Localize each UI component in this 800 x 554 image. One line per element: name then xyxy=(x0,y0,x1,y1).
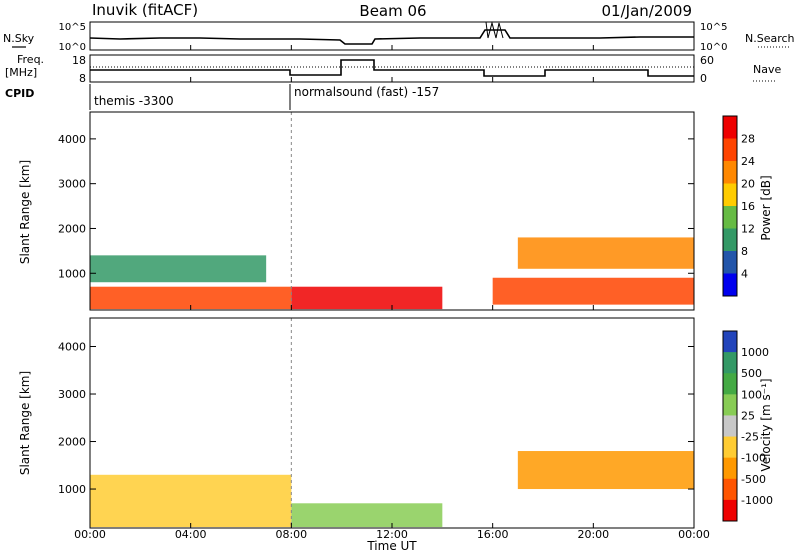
x-tick-label: 00:00 xyxy=(74,528,106,541)
power-colorbar-swatch xyxy=(723,116,737,139)
freq-tick-top: 18 xyxy=(72,54,86,67)
cpid-row: CPID themis -3300 normalsound (fast) -15… xyxy=(5,84,439,110)
power-y-tick-label: 1000 xyxy=(58,267,86,280)
velocity-colorbar: 1000 500 100 25 -25 -100 -500 -1000 xyxy=(722,330,773,522)
cpid-segment-2: normalsound (fast) -157 xyxy=(294,85,439,99)
nave-tick-top: 60 xyxy=(700,54,714,67)
nsky-panel: N.Sky 10^5 10^0 N.Search 10^5 10^0 xyxy=(3,21,795,53)
freq-unit-label: [MHz] xyxy=(5,66,37,79)
power-colorbar-swatch xyxy=(723,183,737,207)
power-echo-region xyxy=(291,286,443,310)
freq-panel: Freq. [MHz] 18 8 60 0 Nave xyxy=(5,53,781,85)
velocity-colorbar-tick: 500 xyxy=(741,367,762,380)
cpid-label: CPID xyxy=(5,87,34,100)
power-colorbar-tick: 8 xyxy=(741,245,748,258)
power-y-tick-label: 3000 xyxy=(58,178,86,191)
power-echo-region xyxy=(90,286,292,310)
velocity-colorbar-tick: 25 xyxy=(741,409,755,422)
nsky-tick-top: 10^5 xyxy=(59,22,86,33)
velocity-colorbar-swatch xyxy=(723,331,737,353)
velocity-colorbar-label: Velocity [m s⁻¹] xyxy=(759,378,773,471)
velocity-colorbar-swatch xyxy=(723,436,737,459)
power-colorbar-tick: 4 xyxy=(741,268,748,281)
date-title: 01/Jan/2009 xyxy=(602,2,693,20)
power-y-tick-label: 4000 xyxy=(58,133,86,146)
power-echo-region xyxy=(492,277,694,305)
freq-tick-bottom: 8 xyxy=(79,72,86,85)
x-tick-label: 12:00 xyxy=(376,528,408,541)
x-tick-label: 08:00 xyxy=(275,528,307,541)
velocity-colorbar-swatch xyxy=(723,499,737,522)
velocity-colorbar-tick: -1000 xyxy=(741,494,773,507)
velocity-colorbar-swatch xyxy=(723,415,737,438)
nsearch-tick-top: 10^5 xyxy=(700,22,727,33)
power-colorbar-swatch xyxy=(723,228,737,252)
power-colorbar-swatch xyxy=(723,161,737,184)
power-colorbar-tick: 20 xyxy=(741,178,755,191)
velocity-colorbar-tick: -100 xyxy=(741,452,766,465)
velocity-echo-region xyxy=(90,474,292,528)
nsearch-tick-bottom: 10^0 xyxy=(700,42,727,53)
velocity-y-tick-label: 2000 xyxy=(58,436,86,449)
power-echo-region xyxy=(517,237,694,269)
velocity-echo-region xyxy=(517,451,694,490)
nsky-tick-bottom: 10^0 xyxy=(59,42,86,53)
power-y-tick-label: 2000 xyxy=(58,222,86,235)
x-axis-label: Time UT xyxy=(366,539,417,553)
velocity-panel: 1000 2000 3000 4000 Slant Range [km] 1000 50… xyxy=(18,317,773,529)
power-colorbar-tick: 12 xyxy=(741,223,755,236)
power-colorbar: 28 24 20 16 12 8 4 xyxy=(722,115,755,297)
power-y-label: Slant Range [km] xyxy=(18,160,32,264)
x-tick-label: 16:00 xyxy=(477,528,509,541)
nave-tick-bottom: 0 xyxy=(700,72,707,85)
velocity-echo-region xyxy=(291,503,443,528)
beam-title: Beam 06 xyxy=(359,2,426,20)
power-colorbar-tick: 24 xyxy=(741,155,755,168)
velocity-colorbar-swatch xyxy=(723,478,737,501)
velocity-y-label: Slant Range [km] xyxy=(18,371,32,475)
velocity-colorbar-tick: 1000 xyxy=(741,346,769,359)
power-colorbar-label: Power [dB] xyxy=(759,175,773,240)
cpid-segment-1: themis -3300 xyxy=(94,94,174,108)
x-tick-label: 20:00 xyxy=(577,528,609,541)
velocity-y-tick-label: 3000 xyxy=(58,388,86,401)
power-echo-region xyxy=(90,255,267,283)
x-tick-label: 00:00 xyxy=(678,528,710,541)
power-echo-map xyxy=(90,112,694,310)
velocity-colorbar-tick: -25 xyxy=(741,431,759,444)
velocity-colorbar-swatch xyxy=(723,373,737,395)
power-colorbar-swatch xyxy=(723,206,737,229)
nsearch-label: N.Search xyxy=(745,32,795,45)
time-axis: 00:00 04:00 08:00 12:00 16:00 20:00 00:00 xyxy=(74,45,710,541)
power-colorbar-tick: 16 xyxy=(741,200,755,213)
velocity-y-tick-label: 4000 xyxy=(58,341,86,354)
velocity-colorbar-tick: -500 xyxy=(741,473,766,486)
station-title: Inuvik (fitACF) xyxy=(92,1,198,19)
velocity-colorbar-swatch xyxy=(723,352,737,374)
velocity-echo-map xyxy=(90,318,694,528)
freq-label: Freq. xyxy=(17,53,44,66)
power-colorbar-swatch xyxy=(723,138,737,162)
power-colorbar-tick: 28 xyxy=(741,133,755,146)
velocity-colorbar-swatch xyxy=(723,394,737,416)
power-colorbar-swatch xyxy=(723,273,737,297)
power-panel: 1000 2000 3000 4000 Slant Range [km] 28 24 20… xyxy=(18,111,773,311)
velocity-colorbar-swatch xyxy=(723,457,737,480)
nsky-label: N.Sky xyxy=(3,32,35,45)
nave-label: Nave xyxy=(753,63,781,76)
velocity-y-tick-label: 1000 xyxy=(58,483,86,496)
power-colorbar-swatch xyxy=(723,251,737,274)
velocity-colorbar-tick: 100 xyxy=(741,388,762,401)
x-tick-label: 04:00 xyxy=(175,528,207,541)
